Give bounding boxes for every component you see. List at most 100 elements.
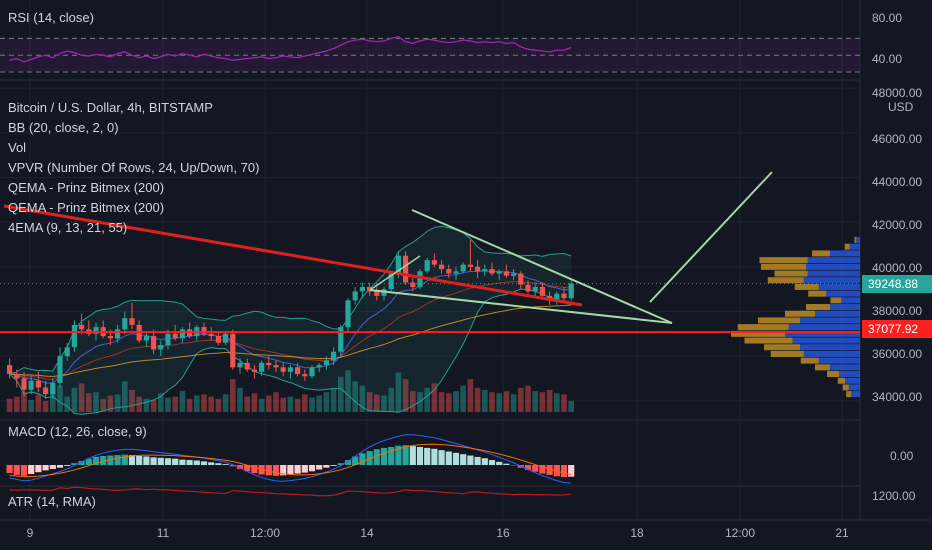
macd-histogram-bar bbox=[236, 465, 244, 470]
volume-bar bbox=[6, 398, 13, 412]
macd-histogram-bar bbox=[424, 447, 431, 465]
macd-histogram-bar bbox=[200, 461, 208, 465]
macd-histogram-bar bbox=[503, 463, 510, 465]
macd-histogram-bar bbox=[359, 453, 366, 465]
volume-bar bbox=[93, 392, 99, 412]
price-tick: 48000.00 bbox=[872, 86, 923, 100]
macd-histogram-bar bbox=[553, 465, 560, 477]
macd-histogram-bar bbox=[380, 447, 388, 465]
currency-label: USD bbox=[888, 100, 914, 114]
macd-pane bbox=[6, 434, 575, 484]
volume-bar bbox=[338, 376, 344, 412]
volume-bar bbox=[237, 387, 243, 412]
macd-histogram-bar bbox=[64, 465, 71, 466]
macd-histogram-bar bbox=[179, 459, 186, 465]
vpvr-down-bar bbox=[744, 337, 793, 344]
macd-histogram-bar bbox=[373, 449, 380, 465]
vpvr-down-bar bbox=[842, 384, 849, 391]
vpvr-up-bar bbox=[807, 270, 860, 277]
candle-body bbox=[223, 333, 229, 343]
macd-histogram-bar bbox=[416, 447, 424, 465]
candle-body bbox=[165, 333, 171, 345]
candle-body bbox=[237, 362, 243, 368]
macd-histogram-bar bbox=[352, 456, 359, 465]
macd-histogram-bar bbox=[265, 465, 272, 476]
ema-55-line bbox=[9, 304, 572, 377]
macd-histogram-bar bbox=[244, 465, 251, 472]
candle-body bbox=[395, 255, 401, 274]
candle-body bbox=[21, 378, 27, 390]
macd-histogram-bar bbox=[460, 454, 467, 465]
legend-qema-2: QEMA - Prinz Bitmex (200) bbox=[8, 200, 165, 215]
volume-bar bbox=[309, 397, 315, 412]
volume-bar bbox=[568, 401, 574, 412]
candle-body bbox=[302, 374, 308, 377]
vpvr-up-bar bbox=[826, 290, 860, 297]
volume-bar bbox=[561, 394, 567, 412]
volume-bar bbox=[28, 399, 34, 412]
candle-body bbox=[503, 271, 509, 276]
candle-body bbox=[323, 360, 329, 366]
bb-fill bbox=[9, 226, 572, 415]
candle-body bbox=[266, 362, 272, 366]
candle-body bbox=[129, 318, 135, 325]
price-tick: 38000.00 bbox=[872, 304, 923, 318]
vpvr-up-bar bbox=[830, 364, 860, 371]
volume-bar bbox=[42, 401, 49, 412]
candle-body bbox=[93, 327, 99, 334]
macd-histogram-bar bbox=[42, 465, 49, 471]
bb-upper bbox=[9, 225, 572, 375]
time-tick: 21 bbox=[835, 526, 849, 540]
vpvr-down-bar bbox=[794, 283, 819, 290]
macd-histogram-bar bbox=[546, 465, 553, 475]
candle-body bbox=[79, 324, 85, 330]
candle-body bbox=[43, 387, 49, 395]
downtrend-line bbox=[3, 204, 583, 307]
volume-bar bbox=[352, 381, 358, 412]
macd-histogram-bar bbox=[481, 458, 488, 465]
macd-histogram-bar bbox=[229, 465, 236, 467]
candle-body bbox=[71, 324, 77, 348]
macd-histogram-bar bbox=[301, 465, 308, 473]
macd-histogram-bar bbox=[121, 454, 128, 465]
volume-bar bbox=[107, 395, 114, 412]
trend-drawings bbox=[0, 171, 860, 334]
candle-body bbox=[460, 264, 466, 272]
volume-bar bbox=[258, 398, 265, 412]
candle-body bbox=[374, 291, 380, 296]
volume-bar bbox=[158, 393, 164, 412]
macd-histogram-bar bbox=[107, 455, 114, 465]
candle-body bbox=[475, 266, 481, 272]
vpvr-down-bar bbox=[844, 243, 850, 250]
macd-histogram-bar bbox=[330, 465, 337, 466]
vpvr-down-bar bbox=[815, 364, 830, 371]
bb-lower bbox=[9, 288, 572, 415]
candle-body bbox=[338, 327, 344, 352]
volume-bar bbox=[316, 395, 322, 412]
volume-bar bbox=[402, 379, 409, 412]
macd-histogram-bar bbox=[85, 458, 92, 465]
volume-bar bbox=[100, 398, 106, 412]
macd-histogram-bar bbox=[143, 456, 150, 465]
volume-bar bbox=[482, 390, 488, 412]
wedge-left-line bbox=[369, 255, 421, 291]
vpvr-up-bar bbox=[788, 324, 860, 331]
volume-bar bbox=[251, 393, 258, 412]
vpvr-up-bar bbox=[848, 384, 860, 391]
volume-bar bbox=[424, 387, 430, 412]
candle-body bbox=[388, 273, 394, 290]
macd-histogram-bar bbox=[128, 455, 136, 465]
macd-histogram-bar bbox=[100, 456, 107, 465]
volume-bar bbox=[71, 387, 78, 412]
volume-bar bbox=[323, 392, 330, 412]
candle-body bbox=[295, 367, 301, 375]
time-tick: 14 bbox=[360, 526, 374, 540]
macd-histogram-bar bbox=[488, 460, 496, 465]
time-tick: 9 bbox=[26, 526, 34, 540]
candle-body bbox=[352, 291, 358, 301]
volume-bar bbox=[194, 395, 200, 412]
bollinger-bands bbox=[9, 225, 572, 415]
candle-body bbox=[28, 380, 34, 390]
candle-body bbox=[115, 329, 121, 339]
